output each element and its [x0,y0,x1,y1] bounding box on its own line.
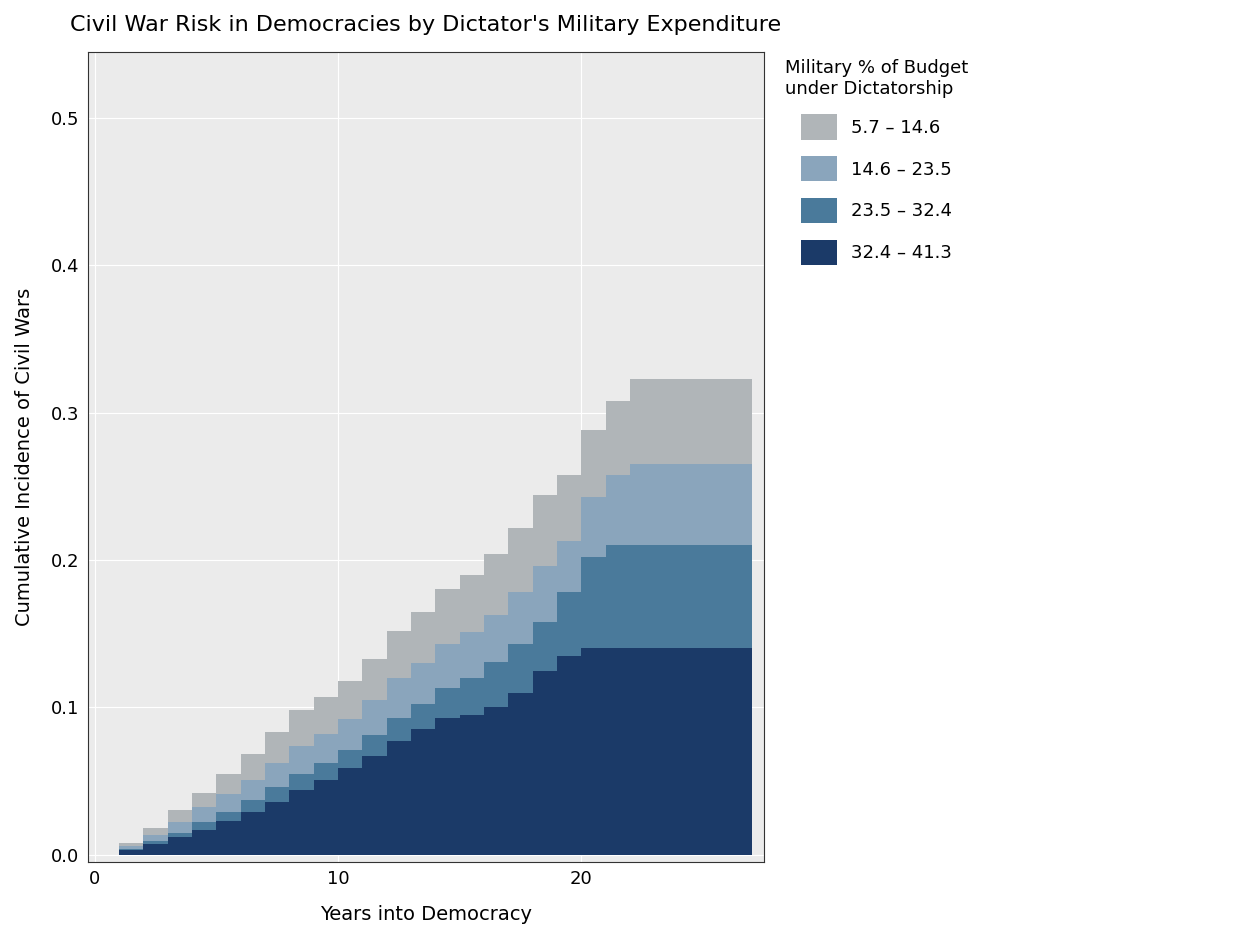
X-axis label: Years into Democracy: Years into Democracy [320,905,532,924]
Legend: 5.7 – 14.6, 14.6 – 23.5, 23.5 – 32.4, 32.4 – 41.3: 5.7 – 14.6, 14.6 – 23.5, 23.5 – 32.4, 32… [778,52,975,272]
Y-axis label: Cumulative Incidence of Civil Wars: Cumulative Incidence of Civil Wars [15,287,34,626]
Title: Civil War Risk in Democracies by Dictator's Military Expenditure: Civil War Risk in Democracies by Dictato… [70,15,782,35]
